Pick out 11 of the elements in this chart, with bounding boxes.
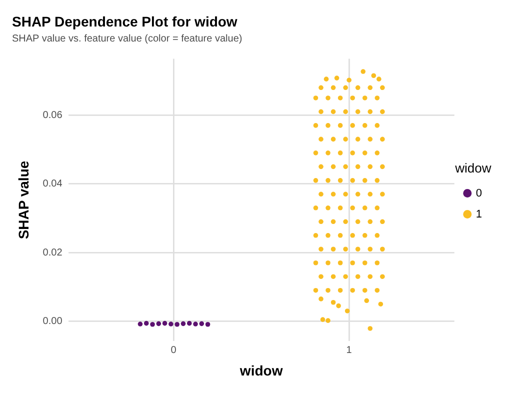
x-axis-title: widow [238, 362, 283, 378]
y-tick-label: 0.04 [42, 178, 63, 190]
y-axis-title: SHAP value [15, 160, 32, 240]
y-tick-label: 0.06 [42, 110, 63, 121]
legend-label: 1 [476, 208, 482, 220]
legend-label: 0 [476, 187, 482, 200]
chart-subtitle: SHAP value vs. feature value (color = feature value) [12, 34, 242, 45]
legend-title: widow [454, 160, 492, 176]
y-tick-label: 0.02 [42, 247, 63, 258]
chart-title: SHAP Dependence Plot for widow [12, 13, 238, 30]
y-tick-label: 0.00 [42, 316, 63, 328]
